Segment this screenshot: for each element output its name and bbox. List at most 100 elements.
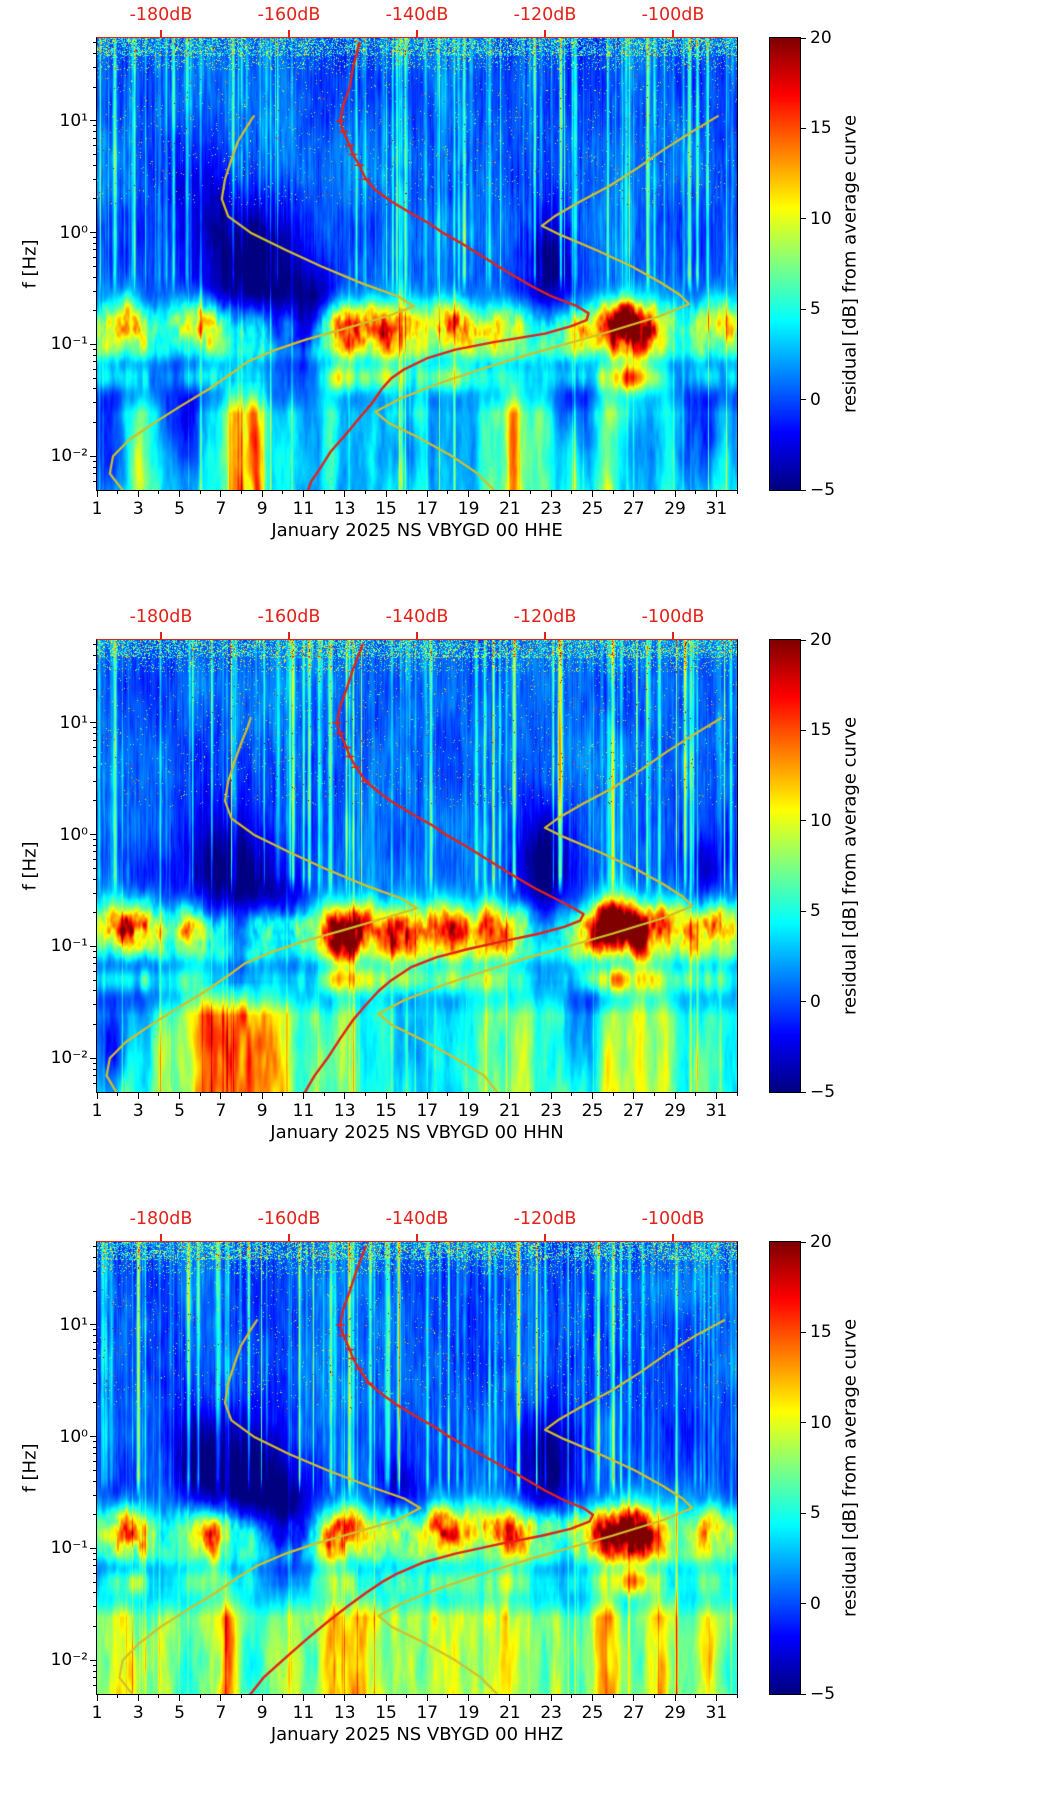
x-tick [633, 1093, 635, 1099]
y-minor-tick [93, 52, 96, 54]
y-minor-tick [93, 361, 96, 363]
x-tick [550, 1093, 552, 1099]
colorbar-tick-label: 15 [810, 720, 832, 741]
y-tick [90, 1324, 96, 1326]
colorbar-tick-label: 15 [810, 118, 832, 139]
y-minor-tick [93, 1004, 96, 1006]
y-minor-tick [93, 377, 96, 379]
y-minor-tick [93, 839, 96, 841]
colorbar-tick-label: 10 [810, 1412, 832, 1433]
x-tick-label: 17 [416, 1101, 439, 1121]
colorbar-tick-label: 5 [810, 901, 821, 922]
x-tick-label: 19 [457, 499, 480, 519]
x-tick-label: 29 [664, 499, 686, 519]
colorbar-tick [801, 820, 806, 822]
x-tick [179, 491, 181, 497]
x-tick [302, 1093, 304, 1099]
y-minor-tick [93, 878, 96, 880]
y-minor-tick [93, 1382, 96, 1384]
x-minor-tick [406, 1093, 408, 1096]
x-tick [385, 1695, 387, 1701]
y-minor-tick [93, 349, 96, 351]
x-tick-label: 5 [174, 1703, 185, 1723]
colorbar-tick [801, 37, 806, 39]
x-minor-tick [447, 491, 449, 494]
y-tick [90, 232, 96, 234]
top-axis-tick [288, 1234, 290, 1241]
top-axis-tick-label: -140dB [385, 1209, 449, 1229]
top-axis-tick-label: -120dB [513, 607, 577, 627]
top-axis-tick-label: -100dB [641, 1209, 705, 1229]
colorbar-frame [769, 37, 801, 491]
y-minor-tick [93, 979, 96, 981]
y-tick [90, 1436, 96, 1438]
colorbar-tick-label: 5 [810, 299, 821, 320]
x-minor-tick [158, 491, 160, 494]
colorbar-tick [801, 1422, 806, 1424]
y-tick [90, 455, 96, 457]
x-tick-label: 19 [457, 1101, 480, 1121]
y-minor-tick [93, 1677, 96, 1679]
x-minor-tick [736, 1695, 738, 1698]
y-minor-tick [93, 237, 96, 239]
x-tick [468, 1093, 470, 1099]
x-minor-tick [406, 1695, 408, 1698]
y-minor-tick [93, 755, 96, 757]
x-tick [302, 1695, 304, 1701]
y-minor-tick [93, 66, 96, 68]
x-tick [468, 491, 470, 497]
y-minor-tick [93, 844, 96, 846]
y-minor-tick [93, 1460, 96, 1462]
spectrogram-panel-hhe: f [Hz] residual [dB] from average curve … [0, 0, 1052, 602]
x-minor-tick [530, 1695, 532, 1698]
x-tick [137, 491, 139, 497]
y-tick [90, 120, 96, 122]
x-minor-tick [364, 1695, 366, 1698]
y-minor-tick [93, 963, 96, 965]
y-minor-tick [93, 290, 96, 292]
top-axis-tick-label: -160dB [257, 5, 321, 25]
y-minor-tick [93, 858, 96, 860]
top-axis-tick-label: -100dB [641, 607, 705, 627]
y-minor-tick [93, 198, 96, 200]
x-tick [220, 1695, 222, 1701]
x-minor-tick [364, 491, 366, 494]
x-axis-title: January 2025 NS VBYGD 00 HHZ [270, 1724, 564, 1745]
y-minor-tick [93, 276, 96, 278]
colorbar-tick [801, 399, 806, 401]
x-minor-tick [158, 1093, 160, 1096]
y-minor-tick [93, 892, 96, 894]
y-minor-tick [93, 727, 96, 729]
x-tick-label: 9 [256, 1101, 268, 1121]
x-tick-label: 31 [705, 1101, 728, 1121]
y-minor-tick [93, 473, 96, 475]
colorbar-label: residual [dB] from average curve [839, 114, 861, 414]
y-minor-tick [93, 800, 96, 802]
plot-area [96, 1241, 738, 1695]
top-axis-tick-label: -160dB [257, 607, 321, 627]
x-tick-label: 1 [91, 499, 103, 519]
y-minor-tick [93, 1581, 96, 1583]
x-tick [715, 491, 717, 497]
y-minor-tick [93, 739, 96, 741]
colorbar-label: residual [dB] from average curve [839, 1318, 861, 1618]
y-minor-tick [93, 766, 96, 768]
y-minor-tick [93, 1075, 96, 1077]
x-minor-tick [406, 491, 408, 494]
y-minor-tick [93, 1480, 96, 1482]
y-tick-label: 10¹ [59, 1314, 88, 1335]
x-tick [633, 1695, 635, 1701]
y-minor-tick [93, 137, 96, 139]
x-minor-tick [530, 1093, 532, 1096]
x-minor-tick [323, 1695, 325, 1698]
y-minor-tick [93, 422, 96, 424]
colorbar-tick [801, 1512, 806, 1514]
x-tick [426, 1093, 428, 1099]
x-tick-label: 15 [375, 1703, 397, 1723]
y-minor-tick [93, 310, 96, 312]
y-tick-label: 10⁰ [59, 824, 88, 845]
y-minor-tick [93, 1626, 96, 1628]
y-minor-tick [93, 1553, 96, 1555]
colorbar-tick-label: −5 [810, 480, 836, 500]
colorbar-tick [801, 127, 806, 129]
